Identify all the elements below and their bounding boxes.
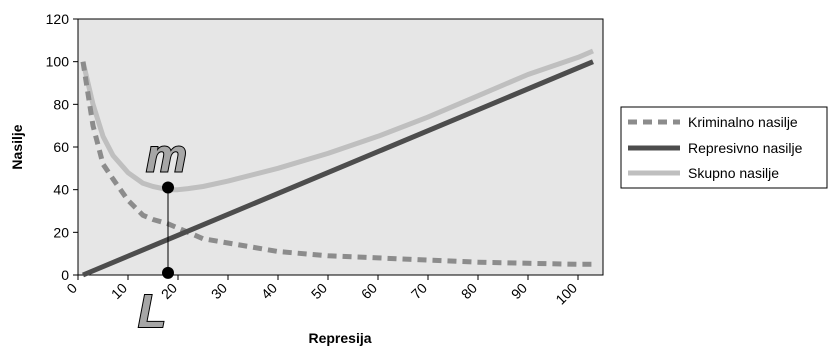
- legend: Kriminalno nasilje Represivno nasilje Sk…: [620, 106, 828, 189]
- y-tick-label: 100: [46, 54, 70, 70]
- x-tick-label: 70: [408, 280, 430, 302]
- x-tick-label: 60: [358, 280, 380, 302]
- legend-label-represivno: Represivno nasilje: [688, 140, 803, 156]
- y-tick-label: 60: [53, 139, 69, 155]
- y-tick-label: 40: [53, 182, 69, 198]
- x-tick-label: 90: [508, 280, 530, 302]
- annotation-l: L: [138, 285, 166, 337]
- legend-label-kriminalno: Kriminalno nasilje: [688, 114, 798, 130]
- marker-l-point: [162, 266, 174, 279]
- series-line-skupno: [80, 48, 594, 193]
- x-tick-label: 10: [108, 280, 130, 302]
- annotation-layer: mL: [137, 129, 188, 338]
- y-tick-label: 80: [53, 96, 69, 112]
- x-tick-label: 0: [63, 280, 80, 297]
- annotation-m: m: [146, 130, 187, 182]
- x-tick-label: 100: [552, 280, 580, 308]
- x-tick-label: 50: [308, 280, 330, 302]
- y-tick-label: 20: [53, 224, 69, 240]
- series-line-kriminalno: [80, 61, 593, 267]
- marker-m-point: [162, 181, 174, 194]
- x-axis-title: Represija: [308, 330, 371, 346]
- y-axis-ticks: 0 20 40 60 80 100 120: [46, 11, 78, 283]
- y-tick-label: 120: [46, 11, 70, 27]
- y-tick-label: 0: [61, 267, 69, 283]
- x-tick-label: 30: [208, 280, 230, 302]
- y-axis-title: Nasilje: [9, 124, 25, 169]
- legend-label-skupno: Skupno nasilje: [688, 165, 779, 181]
- x-tick-label: 80: [458, 280, 480, 302]
- x-tick-label: 40: [258, 280, 280, 302]
